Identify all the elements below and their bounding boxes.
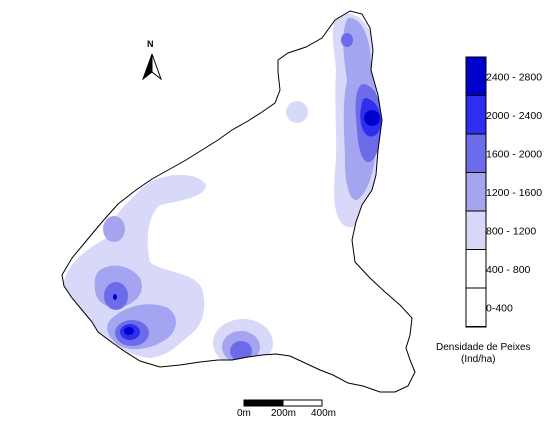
legend-swatch — [465, 210, 487, 250]
legend-label: 1200 - 1600 — [486, 187, 542, 199]
north-arrow: N — [141, 39, 163, 81]
density-zone-east-peak — [364, 110, 380, 126]
density-zone-north-tip — [341, 33, 353, 47]
density-zone-southwest-peak — [124, 327, 134, 335]
scale-label-400: 400m — [311, 408, 336, 419]
density-zone-2400-2800 — [113, 110, 380, 335]
north-arrow-icon — [141, 53, 163, 81]
legend-title: Densidade de Peixes — [436, 342, 531, 353]
legend-swatch — [465, 95, 487, 135]
legend-swatch — [465, 133, 487, 173]
density-zone-west-spot — [103, 216, 125, 242]
legend-label: 800 - 1200 — [486, 225, 536, 237]
legend-label: 0-400 — [486, 302, 513, 314]
scale-segment-2 — [282, 399, 323, 407]
legend-label: 2000 - 2400 — [486, 110, 542, 122]
density-zone-west-peak — [113, 294, 117, 300]
north-label: N — [147, 39, 154, 49]
legend-swatch — [465, 172, 487, 212]
scale-label-200: 200m — [271, 408, 296, 419]
legend: 2400 - 2800 2000 - 2400 1600 - 2000 1200 - … — [436, 56, 542, 365]
density-zone-south-core — [230, 341, 252, 361]
legend-swatch — [465, 56, 487, 96]
scale-segment-1 — [243, 399, 284, 407]
scale-bar: 0m 200m 400m — [237, 399, 336, 419]
density-contours — [64, 13, 383, 367]
density-zone-north-spot — [286, 101, 308, 123]
legend-label: 2400 - 2800 — [486, 71, 542, 83]
legend-label: 1600 - 2000 — [486, 148, 542, 160]
legend-swatches — [465, 56, 487, 327]
lake-outline — [61, 10, 416, 393]
legend-label: 400 - 800 — [486, 264, 531, 276]
legend-swatch — [465, 287, 487, 327]
scale-label-0: 0m — [237, 408, 251, 419]
legend-swatch — [465, 249, 487, 289]
legend-labels: 2400 - 2800 2000 - 2400 1600 - 2000 1200 - … — [486, 71, 542, 314]
legend-unit: (Ind/ha) — [461, 354, 495, 365]
